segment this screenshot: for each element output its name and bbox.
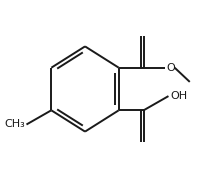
Text: OH: OH (170, 91, 187, 101)
Text: CH₃: CH₃ (4, 119, 25, 130)
Text: O: O (167, 63, 175, 73)
